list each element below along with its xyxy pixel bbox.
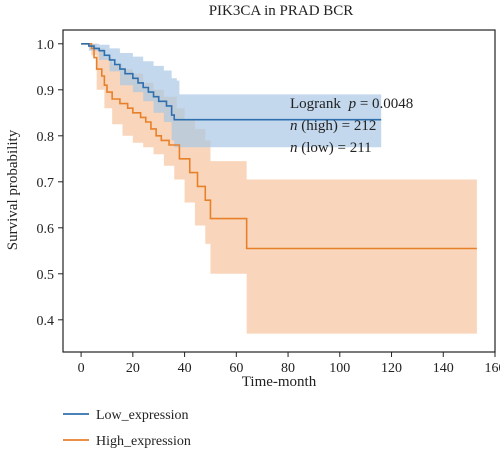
survival-curves	[81, 43, 477, 250]
x-tick-label: 0	[78, 361, 85, 376]
x-axis-label: Time-month	[242, 374, 317, 390]
y-tick-label: 0.7	[37, 176, 55, 191]
n-low-value: (low) = 211	[301, 140, 371, 156]
legend-label-low: Low_expression	[96, 408, 189, 423]
x-tick-label: 80	[281, 361, 295, 376]
logrank-text: Logrank p = 0.0048	[290, 96, 413, 112]
y-tick-label: 0.9	[37, 84, 55, 99]
y-tick-label: 0.4	[37, 314, 55, 329]
x-tick-label: 40	[178, 361, 192, 376]
legend: Low_expression High_expression	[63, 408, 191, 449]
statistics-annotation: Logrank p = 0.0048 n (high) = 212 n (low…	[290, 96, 413, 156]
y-tick-label: 0.8	[37, 130, 55, 145]
y-axis-label: Survival probability	[5, 129, 21, 250]
y-tick-label: 0.6	[37, 222, 55, 237]
survival-line-low	[81, 43, 382, 121]
x-tick-label: 120	[381, 361, 402, 376]
x-tick-label: 60	[229, 361, 243, 376]
x-tick-label: 20	[126, 361, 140, 376]
survival-line-high	[81, 43, 477, 250]
chart-title: PIK3CA in PRAD BCR	[209, 3, 354, 19]
y-tick-label: 0.5	[37, 268, 55, 283]
plot-frame	[62, 29, 496, 353]
y-axis-ticks: 0.4 0.5 0.6 0.7 0.8 0.9 1.0	[37, 38, 63, 329]
legend-label-high: High_expression	[96, 434, 191, 449]
p-value: = 0.0048	[360, 96, 413, 112]
n-low-text: n (low) = 211	[290, 140, 372, 156]
x-tick-label: 140	[433, 361, 454, 376]
confidence-band-low	[81, 43, 382, 148]
logrank-label: Logrank	[290, 96, 341, 112]
x-tick-label: 160	[485, 361, 500, 376]
x-axis-ticks: 0 20 40 60 80 100 120 140 160	[78, 352, 500, 376]
n-high-text: n (high) = 212	[290, 118, 376, 134]
p-symbol: p	[348, 96, 357, 112]
n-symbol-high: n	[290, 118, 298, 134]
y-tick-label: 1.0	[37, 38, 55, 53]
n-high-value: (high) = 212	[301, 118, 376, 134]
x-tick-label: 100	[329, 361, 350, 376]
n-symbol-low: n	[290, 140, 298, 156]
confidence-bands	[81, 43, 477, 334]
